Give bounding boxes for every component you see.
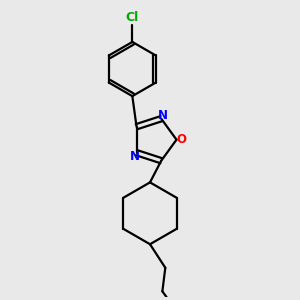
Text: O: O [177,133,187,146]
Text: N: N [130,150,140,163]
Text: N: N [158,109,168,122]
Text: Cl: Cl [126,11,139,24]
